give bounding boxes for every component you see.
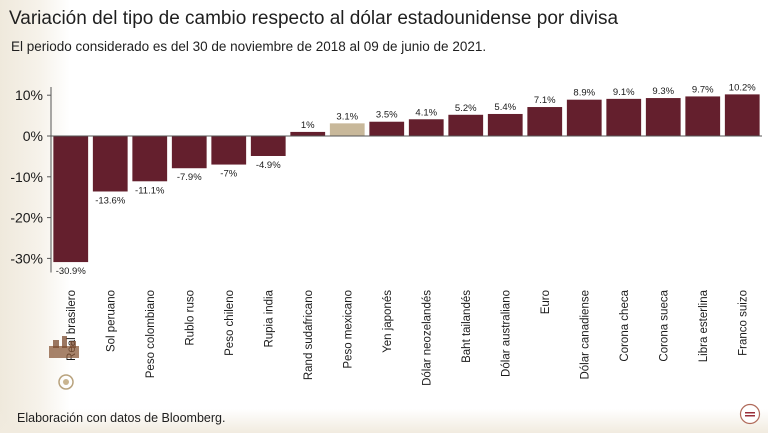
data-label: -7.9% (177, 172, 202, 183)
category-label: Baht tailandés (461, 290, 473, 363)
building-logo-icon (49, 336, 79, 358)
category-label: Sol peruano (105, 290, 117, 352)
bar (329, 123, 365, 136)
data-label: -13.6% (95, 195, 126, 206)
bar (290, 131, 326, 136)
category-label: Dólar canadiense (579, 290, 591, 380)
source-note: Elaboración con datos de Bloomberg. (17, 411, 226, 425)
category-label: Peso mexicano (342, 290, 354, 369)
chart-title: Variación del tipo de cambio respecto al… (9, 8, 619, 29)
institution-logo-icon (739, 403, 761, 425)
y-tick-label: -20% (10, 210, 43, 226)
bar (171, 136, 207, 169)
category-label: Peso colombiano (145, 290, 157, 378)
data-label: -30.9% (56, 266, 87, 277)
category-label: Rupia india (263, 289, 275, 347)
category-label: Libra esterlina (698, 289, 710, 362)
data-label: -4.9% (256, 160, 281, 171)
bar (53, 136, 89, 263)
bar (527, 107, 563, 136)
data-label: 8.9% (573, 88, 595, 99)
bar (448, 114, 484, 136)
data-label: 4.1% (415, 107, 437, 118)
category-label: Dólar neozelandés (421, 290, 433, 386)
bar (566, 99, 602, 136)
data-label: 5.2% (455, 103, 477, 114)
data-label: 9.3% (652, 86, 674, 97)
y-tick-label: -10% (10, 169, 43, 185)
bar (685, 96, 721, 136)
data-label: 9.7% (692, 84, 714, 95)
data-label: 3.5% (376, 110, 398, 121)
category-label: Dólar australiano (500, 290, 512, 377)
bar (211, 136, 247, 165)
data-label: 1% (301, 120, 315, 131)
category-label: Corona sueca (658, 289, 670, 361)
data-label: 9.1% (613, 87, 635, 98)
data-label: 3.1% (336, 111, 358, 122)
bar (606, 98, 642, 136)
bar (132, 136, 168, 182)
y-tick-label: 10% (15, 87, 43, 103)
category-label: Rand sudafricano (303, 290, 315, 380)
bar (487, 113, 523, 136)
data-label: -7% (220, 169, 237, 180)
category-label: Rublo ruso (184, 290, 196, 346)
data-label: 7.1% (534, 95, 556, 106)
data-label: 10.2% (729, 82, 756, 93)
category-label: Corona checa (619, 289, 631, 361)
bar (369, 121, 405, 136)
bar (92, 136, 128, 192)
bar (645, 98, 681, 136)
category-label: Peso chileno (224, 290, 236, 356)
category-label: Franco suizo (737, 290, 749, 356)
data-label: -11.1% (135, 185, 165, 196)
seal-icon (58, 374, 74, 390)
chart-subtitle: El periodo considerado es del 30 de novi… (11, 39, 487, 54)
category-label: Yen japonés (382, 290, 394, 353)
bar (408, 119, 444, 136)
y-tick-label: 0% (23, 128, 43, 144)
y-tick-label: -30% (10, 250, 43, 266)
bar (250, 136, 286, 156)
data-label: 5.4% (494, 102, 516, 113)
bar (724, 94, 760, 136)
category-label: Euro (540, 290, 552, 314)
decorative-background-bottom (0, 409, 768, 433)
